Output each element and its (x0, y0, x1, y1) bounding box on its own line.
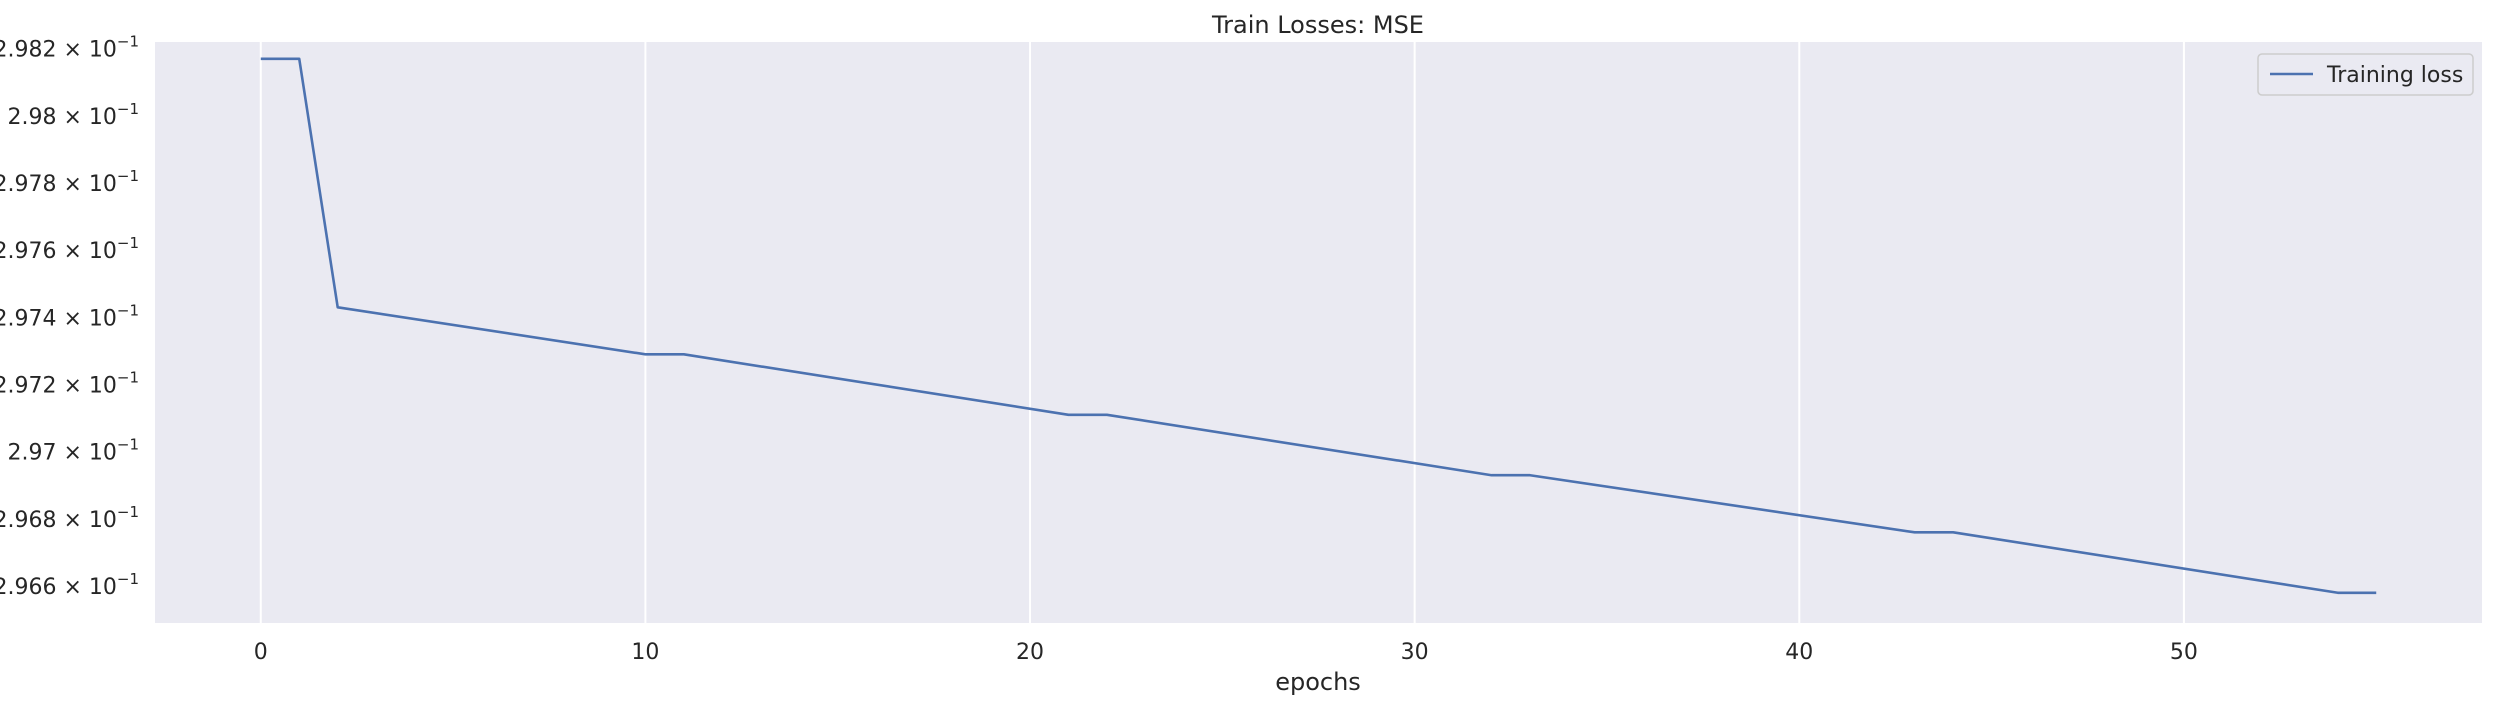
chart-title: Train Losses: MSE (1211, 11, 1424, 39)
x-axis-ticks: 0 10 20 30 40 50 (254, 640, 2198, 665)
x-gridlines (259, 42, 2185, 623)
x-axis-label: epochs (1275, 668, 1361, 696)
x-tick-label-20: 20 (1016, 640, 1044, 665)
y-tick-label-2.968: 2.968 × 10−1 (0, 503, 139, 533)
y-tick-label-2.974: 2.974 × 10−1 (0, 301, 139, 331)
y-tick-label-2.97: 2.97 × 10−1 (7, 436, 139, 466)
legend-label-training-loss: Training loss (2326, 63, 2463, 88)
y-tick-label-2.972: 2.972 × 10−1 (0, 369, 139, 399)
series-layer (260, 57, 2377, 595)
x-tick-label-30: 30 (1401, 640, 1429, 665)
y-axis-ticks: 2.966 × 10−1 2.968 × 10−1 2.97 × 10−1 2.972… (0, 33, 139, 600)
y-tick-label-2.982: 2.982 × 10−1 (0, 33, 139, 63)
x-tick-label-50: 50 (2170, 640, 2198, 665)
x-tick-label-40: 40 (1785, 640, 1813, 665)
legend-box (2257, 53, 2474, 96)
legend: Training loss (2257, 53, 2474, 96)
y-tick-label-2.98: 2.98 × 10−1 (7, 100, 139, 130)
series-line-training-loss (260, 57, 2377, 595)
plot-area (155, 42, 2482, 623)
x-tick-label-0: 0 (254, 640, 268, 665)
y-tick-label-2.978: 2.978 × 10−1 (0, 167, 139, 197)
y-tick-label-2.966: 2.966 × 10−1 (0, 570, 139, 600)
x-tick-label-10: 10 (631, 640, 659, 665)
y-tick-label-2.976: 2.976 × 10−1 (0, 234, 139, 264)
